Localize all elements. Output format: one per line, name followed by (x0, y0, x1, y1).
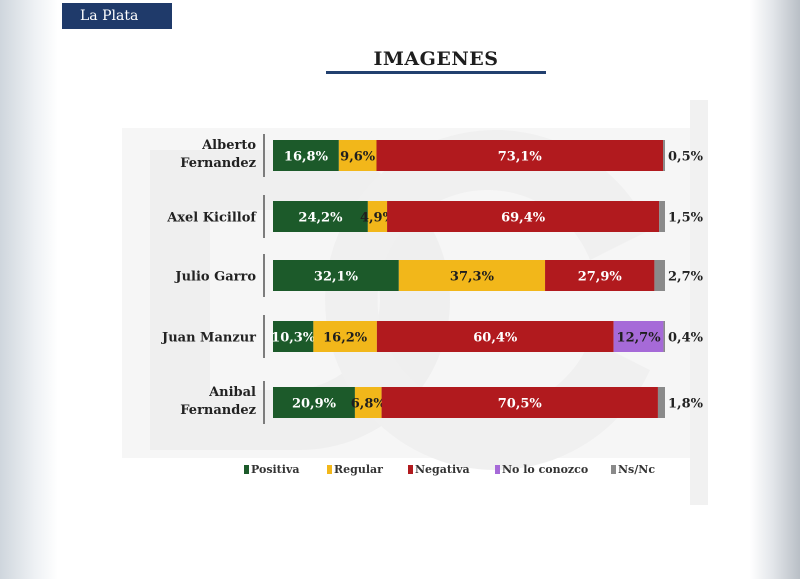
location-tag: La Plata (62, 3, 172, 29)
category-label: Alberto (201, 138, 256, 153)
data-label-regular: 4,9% (360, 211, 396, 226)
legend-label: Negativa (415, 463, 470, 476)
bar-negativa (545, 260, 655, 291)
legend-swatch (244, 465, 249, 474)
data-label-ns-nc: 1,5% (668, 211, 704, 226)
legend-label: Positiva (251, 463, 300, 476)
bar-regular (367, 201, 388, 232)
legend-item-positiva: Positiva (244, 463, 299, 476)
bar-positiva (273, 201, 368, 232)
legend-item-ns-nc: Ns/Nc (611, 463, 655, 476)
data-label-regular: 9,6% (340, 150, 376, 165)
category-label: Anibal (208, 385, 256, 400)
data-label-ns-nc: 1,8% (668, 397, 704, 412)
bar-regular (398, 260, 546, 291)
data-label-regular: 16,2% (323, 331, 368, 346)
bar-negativa (387, 201, 660, 232)
bar-no-lo-conozco (613, 321, 664, 352)
data-label-negativa: 27,9% (578, 270, 623, 285)
legend-item-negativa: Negativa (408, 463, 470, 476)
legend-swatch (495, 465, 500, 474)
bar-negativa (376, 321, 614, 352)
category-label: Julio Garro (174, 270, 256, 285)
data-label-ns-nc: 2,7% (668, 270, 704, 285)
data-label-positiva: 32,1% (314, 270, 359, 285)
data-label-negativa: 73,1% (498, 150, 543, 165)
data-label-positiva: 10,3% (271, 331, 316, 346)
bar-ns-nc (663, 321, 665, 352)
data-label-ns-nc: 0,5% (668, 150, 704, 165)
data-label-negativa: 70,5% (498, 397, 543, 412)
legend-label: Ns/Nc (618, 463, 656, 476)
category-label: Juan Manzur (161, 331, 256, 346)
legend-label: No lo conozco (502, 463, 589, 476)
legend-item-regular: Regular (327, 463, 383, 476)
right-edge-shade (750, 0, 800, 579)
category-label: Axel Kicillof (166, 211, 257, 226)
bar-ns-nc (654, 260, 665, 291)
legend-swatch (408, 465, 413, 474)
data-label-positiva: 20,9% (292, 397, 337, 412)
data-label-regular: 6,8% (351, 397, 387, 412)
data-label-regular: 37,3% (450, 270, 495, 285)
data-label-negativa: 60,4% (473, 331, 518, 346)
bar-positiva (273, 140, 339, 171)
data-label-positiva: 24,2% (298, 211, 343, 226)
left-edge-shade (0, 0, 58, 579)
legend-item-no-lo-conozco: No lo conozco (495, 463, 588, 476)
legend-label: Regular (334, 463, 383, 476)
bar-ns-nc (659, 201, 665, 232)
bar-regular (338, 140, 377, 171)
bar-ns-nc (663, 140, 665, 171)
data-label-positiva: 16,8% (284, 150, 329, 165)
data-label-ns-nc: 0,4% (668, 331, 704, 346)
bar-regular (313, 321, 377, 352)
bar-positiva (273, 387, 355, 418)
category-label: Fernandez (180, 156, 256, 171)
bar-positiva (273, 260, 399, 291)
legend-swatch (327, 465, 332, 474)
bar-ns-nc (657, 387, 665, 418)
title-underline (326, 71, 546, 74)
bar-negativa (381, 387, 658, 418)
right-margin-band (690, 100, 708, 505)
bar-negativa (376, 140, 664, 171)
chart-title: IMAGENES (373, 48, 499, 70)
category-label: Fernandez (180, 403, 256, 418)
legend-swatch (611, 465, 616, 474)
data-label-negativa: 69,4% (501, 211, 546, 226)
data-label-no-lo-conozco: 12,7% (617, 331, 662, 346)
bar-positiva (273, 321, 314, 352)
bar-regular (354, 387, 382, 418)
